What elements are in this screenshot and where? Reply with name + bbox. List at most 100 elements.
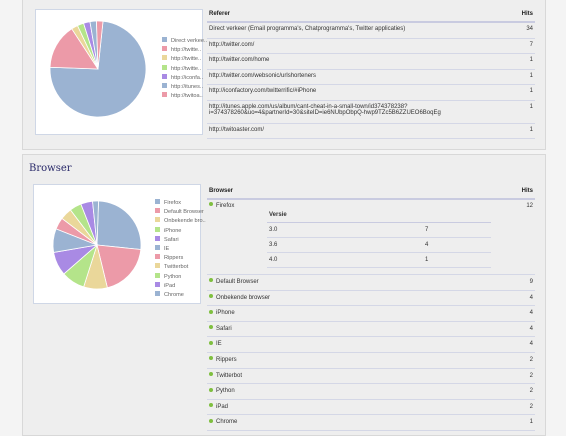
legend-swatch-icon: [155, 263, 160, 269]
browser-panel: Browser Firefox Default Browser Onbekende …: [22, 154, 546, 436]
legend-label: Rippers: [164, 255, 184, 262]
version-subtable-header: Versie: [267, 211, 491, 223]
row-hits: 1: [529, 57, 533, 63]
version-row: 3.0 7: [267, 223, 491, 238]
browser-column-header: Browser: [209, 188, 234, 194]
table-row[interactable]: Twitterbot 2: [207, 369, 535, 385]
legend-label: IE: [164, 245, 170, 252]
legend-item: iPad: [155, 281, 206, 291]
row-label-cell: IE: [209, 340, 495, 348]
row-label-cell: http://twitter.com/websonic/urlshortener…: [209, 73, 495, 79]
version-hits: 1: [425, 257, 429, 263]
table-row[interactable]: http://iconfactory.com/twitterrific/#iPh…: [207, 85, 535, 101]
table-row[interactable]: Onbekende browser 4: [207, 291, 535, 307]
row-hits: 4: [529, 294, 533, 301]
legend-swatch-icon: [162, 55, 167, 61]
legend-item: http://twitte..: [162, 55, 207, 64]
table-row[interactable]: Default Browser 9: [207, 275, 535, 291]
table-row[interactable]: Rippers 2: [207, 353, 535, 369]
version-hits: 7: [425, 227, 429, 233]
row-label-cell: iPhone: [209, 309, 495, 317]
row-hits: 4: [529, 341, 533, 348]
browser-chart: Firefox Default Browser Onbekende bro.. iPh…: [33, 184, 206, 304]
row-label: Default Browser: [216, 279, 259, 285]
row-hits: 7: [529, 41, 533, 48]
row-label: Chrome: [216, 419, 238, 426]
legend-item: IE: [155, 244, 206, 254]
legend-label: http://twitte..: [171, 47, 202, 54]
hits-column-header: Hits: [521, 11, 533, 17]
legend-item: http://twitoa..: [162, 92, 207, 101]
row-label-cell: iPad: [209, 403, 495, 410]
table-row[interactable]: Safari 4: [207, 322, 535, 338]
green-dot-icon: [209, 340, 213, 345]
legend-swatch-icon: [155, 244, 160, 250]
referer-pie-chart: [49, 20, 147, 118]
row-label-cell: http://twitter.com/home: [209, 57, 495, 63]
referer-legend: Direct verkee.. http://twitte.. http://twi…: [162, 37, 207, 101]
row-label-cell: Python: [209, 387, 495, 395]
row-label-cell: Rippers: [209, 356, 495, 363]
referer-chart: Direct verkee.. http://twitte.. http://twi…: [35, 9, 207, 135]
legend-label: Safari: [164, 236, 179, 243]
table-row[interactable]: Direct verkeer (Email programma's, Chatp…: [207, 23, 535, 39]
referer-column-header: Referer: [209, 11, 231, 17]
table-row[interactable]: http://twitter.com/websonic/urlshortener…: [207, 70, 535, 85]
legend-label: Twitterbot: [164, 264, 189, 271]
firefox-label: Firefox: [209, 202, 495, 209]
row-label: iPhone: [216, 310, 235, 317]
row-label: http://twitter.com/websonic/urlshortener…: [209, 72, 317, 79]
legend-label: Direct verkee..: [171, 38, 208, 44]
table-row[interactable]: http://twitter.com/7: [207, 39, 535, 54]
row-label-cell: http://itunes.apple.com/us/album/cant-ch…: [209, 104, 495, 116]
row-hits: 1: [529, 103, 533, 110]
row-label: Firefox: [216, 203, 235, 209]
green-dot-icon: [209, 356, 213, 361]
row-label-cell: Default Browser: [209, 278, 495, 285]
table-row[interactable]: IE 4: [207, 337, 535, 353]
legend-item: Direct verkee..: [162, 37, 207, 46]
legend-item: iPhone: [155, 226, 206, 236]
pie-slice: [92, 200, 99, 246]
row-label-cell: http://twitoaster.com/: [209, 127, 495, 133]
row-hits: 4: [529, 310, 533, 317]
table-row-firefox[interactable]: Firefox 12 Versie 3.0 7 3.6 4 4.0 1: [207, 200, 535, 275]
hits-column-header: Hits: [521, 188, 533, 194]
table-row[interactable]: http://twitter.com/home 1: [207, 54, 535, 70]
table-row[interactable]: iPhone 4: [207, 306, 535, 322]
legend-label: iPhone: [164, 227, 182, 234]
version-row: 3.6 4: [267, 238, 491, 253]
version-number: 4.0: [269, 257, 278, 263]
legend-item: http://iconfa..: [162, 73, 207, 83]
table-row[interactable]: http://itunes.apple.com/us/album/cant-ch…: [207, 101, 535, 124]
row-label: iPad: [216, 403, 229, 410]
version-number: 3.0: [269, 227, 278, 233]
legend-label: http://itunes..: [171, 83, 204, 90]
row-hits: 4: [529, 325, 533, 332]
row-label-cell: Safari: [209, 325, 495, 332]
row-label: http://twitter.com/: [209, 41, 255, 48]
row-label: http://twitoaster.com/: [209, 126, 265, 133]
legend-label: Onbekende bro..: [164, 218, 206, 225]
table-row[interactable]: Chrome 1: [207, 415, 535, 431]
legend-swatch-icon: [155, 281, 160, 287]
table-row[interactable]: iPad 2: [207, 400, 535, 416]
legend-item: http://itunes..: [162, 82, 207, 92]
browser-pie-chart: [52, 200, 142, 290]
row-label: IE: [216, 341, 222, 348]
row-label: Twitterbot: [216, 372, 243, 379]
row-hits: 1: [529, 88, 533, 94]
legend-swatch-icon: [155, 217, 160, 223]
green-dot-icon: [209, 278, 213, 283]
row-hits: 1: [529, 72, 533, 79]
table-row[interactable]: Python 2: [207, 384, 535, 400]
table-row[interactable]: http://twitoaster.com/1: [207, 124, 535, 139]
row-label-cell: Onbekende browser: [209, 294, 495, 301]
pie-slice: [96, 200, 142, 250]
row-label: Python: [216, 388, 235, 395]
row-label-cell: http://twitter.com/: [209, 42, 495, 48]
legend-item: http://twitte..: [162, 46, 207, 55]
row-hits: 2: [529, 372, 533, 379]
legend-swatch-icon: [155, 208, 160, 214]
row-label: Direct verkeer (Email programma's, Chatp…: [209, 26, 406, 32]
